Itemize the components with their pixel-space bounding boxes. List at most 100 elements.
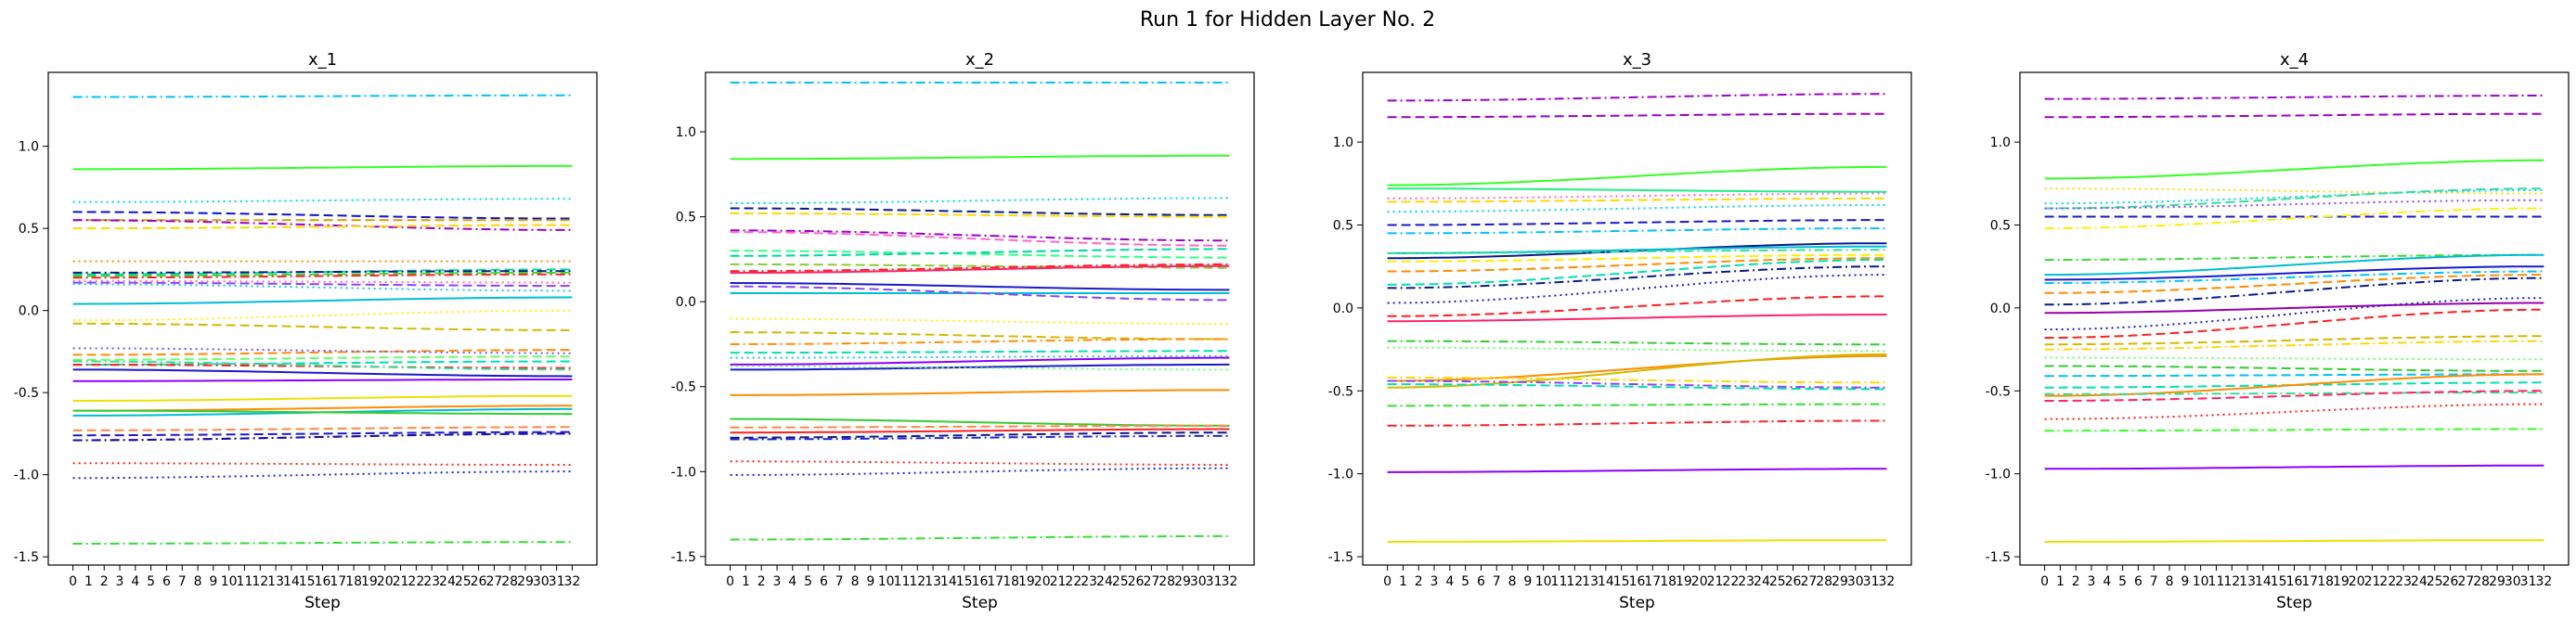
series-line-12: [72, 273, 573, 279]
x-tick-label: 16: [972, 574, 989, 589]
series-line-13: [2044, 270, 2544, 285]
series-line-29: [730, 434, 1230, 441]
series-line-32: [730, 534, 1230, 541]
axes-frame: [1362, 71, 1912, 566]
x-tick-label: 16: [315, 574, 331, 589]
series-line-30: [1387, 539, 1887, 543]
x-tick-label: 11: [894, 574, 911, 589]
x-tick-label: 1: [2056, 574, 2065, 589]
x-tick-label: 3: [2088, 574, 2096, 589]
x-tick-label: 20: [2349, 574, 2365, 589]
x-tick-label: 28: [501, 574, 518, 589]
series-line-29: [1387, 468, 1887, 473]
x-tick-label: 22: [408, 574, 424, 589]
x-tick-label: 4: [1445, 574, 1454, 589]
x-tick-label: 28: [1816, 574, 1832, 589]
series-line-15: [2044, 276, 2544, 306]
series-line-22: [730, 363, 1230, 371]
x-tick-label: 25: [1769, 574, 1786, 589]
x-tick-label: 6: [2134, 574, 2142, 589]
x-tick-label: 23: [1738, 574, 1754, 589]
x-tick-label: 8: [1508, 574, 1517, 589]
subplot-2: x_21.00.50.0-0.5-1.0-1.50 1 2 3 4 5 6 7 8 9 101112…: [671, 50, 1255, 612]
y-tick-label: -1.5: [671, 550, 696, 565]
x-tick-label: 23: [1081, 574, 1097, 589]
series-line-26: [1387, 377, 1887, 384]
x-tick-label: 23: [423, 574, 440, 589]
x-tick-label: 0: [1383, 574, 1392, 589]
x-tick-label: 20: [377, 574, 394, 589]
y-tick-label: -1.0: [671, 465, 696, 480]
x-tick-label: 5: [2118, 574, 2127, 589]
x-tick-label: 9: [866, 574, 874, 589]
x-tick-label: 25: [455, 574, 472, 589]
x-tick-label: 10: [221, 574, 238, 589]
series-line-24: [730, 389, 1230, 396]
x-tick-label: 3: [1430, 574, 1439, 589]
x-tick-label: 14: [283, 574, 300, 589]
y-tick-label: 0.5: [1990, 218, 2011, 233]
y-tick-label: 1.0: [19, 140, 39, 155]
y-tick-label: 0.0: [1333, 302, 1353, 316]
x-tick-label: 20: [1034, 574, 1051, 589]
x-tick-label: 9: [209, 574, 217, 589]
x-tick-label: 32: [1221, 574, 1237, 589]
x-tick-label: 19: [1676, 574, 1692, 589]
x-tick-label: 20: [1691, 574, 1708, 589]
x-tick-label: 29: [2489, 574, 2505, 589]
series-line-13: [730, 282, 1230, 291]
x-tick-label: 26: [2442, 574, 2459, 589]
x-tick-label: 22: [1722, 574, 1739, 589]
x-tick-label: 16: [2286, 574, 2303, 589]
series-line-1: [72, 94, 573, 98]
series-line-27: [1387, 403, 1887, 407]
y-tick-label: 1.0: [1990, 135, 2011, 150]
x-tick-label: 7: [1493, 574, 1501, 589]
series-line-20: [2044, 340, 2544, 351]
x-tick-label: 27: [485, 574, 502, 589]
x-tick-label: 30: [1190, 574, 1207, 589]
series-line-6: [72, 219, 573, 231]
x-tick-label: 6: [820, 574, 828, 589]
x-tick-label: 4: [2103, 574, 2111, 589]
x-tick-label: 26: [1785, 574, 1802, 589]
x-tick-label: 2: [1415, 574, 1423, 589]
x-tick-label: 13: [925, 574, 941, 589]
x-tick-label: 18: [2317, 574, 2334, 589]
x-tick-label: 2: [757, 574, 766, 589]
series-line-4: [1387, 187, 1887, 193]
series-line-16: [2044, 302, 2544, 315]
series-line-9: [1387, 227, 1887, 235]
x-tick-label: 17: [330, 574, 346, 589]
x-tick-label: 19: [1018, 574, 1035, 589]
x-tick-label: 17: [987, 574, 1003, 589]
x-tick-label: 7: [835, 574, 844, 589]
x-tick-label: 29: [1174, 574, 1191, 589]
y-tick-label: 1.0: [676, 125, 696, 140]
x-tick-label: 21: [1050, 574, 1067, 589]
x-tick-label: 30: [533, 574, 550, 589]
x-tick-label: 17: [1644, 574, 1661, 589]
series-line-30: [2044, 464, 2544, 470]
series-line-10: [2044, 253, 2544, 261]
series-line-10: [72, 270, 573, 274]
axes-frame: [705, 71, 1255, 566]
x-tick-label: 5: [147, 574, 155, 589]
x-tick-label: 12: [909, 574, 926, 589]
y-tick-label: 0.0: [1990, 302, 2011, 316]
series-line-21: [730, 356, 1230, 366]
x-tick-label: 25: [1112, 574, 1129, 589]
series-line-37: [72, 541, 573, 545]
series-line-18: [730, 338, 1230, 345]
series-line-27: [730, 428, 1230, 434]
x-tick-label: 27: [1800, 574, 1817, 589]
x-tick-label: 18: [1003, 574, 1019, 589]
x-tick-label: 3: [773, 574, 782, 589]
series-line-11: [730, 263, 1230, 273]
x-tick-label: 8: [851, 574, 860, 589]
series-line-25: [72, 368, 573, 378]
x-tick-label: 8: [194, 574, 202, 589]
x-tick-label: 21: [2364, 574, 2381, 589]
x-tick-label: 31: [549, 574, 565, 589]
subplot-4: x_41.00.50.0-0.5-1.0-1.50 1 2 3 4 5 6 7 8 9 101112…: [1986, 50, 2570, 612]
